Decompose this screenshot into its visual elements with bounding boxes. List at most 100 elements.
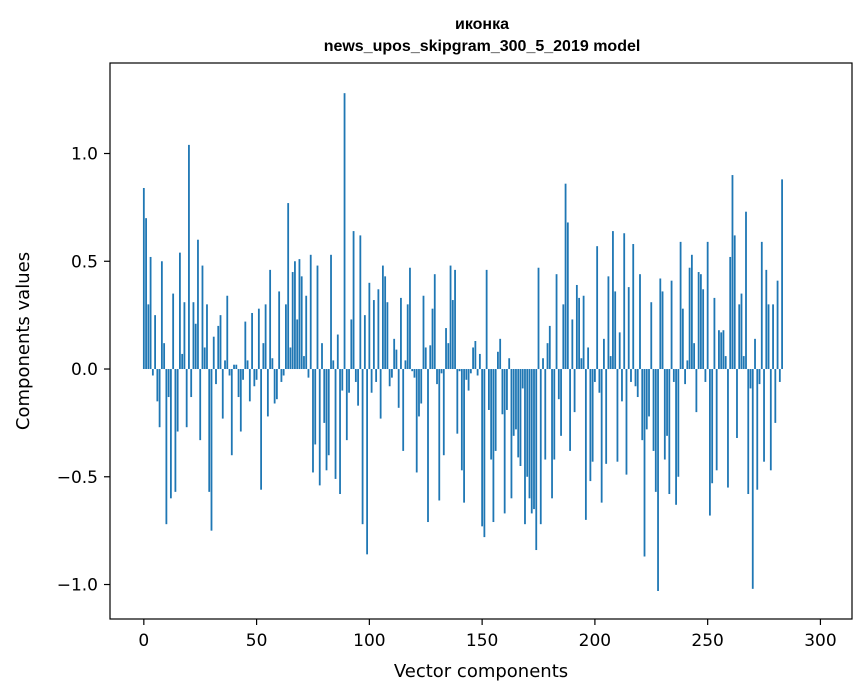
x-tick-label: 200 <box>579 631 611 651</box>
bar-4 <box>151 369 154 376</box>
bar-108 <box>386 302 389 370</box>
bar-265 <box>740 293 743 370</box>
bar-28 <box>206 304 208 370</box>
bar-124 <box>422 295 425 370</box>
bar-255 <box>718 330 720 370</box>
bar-123 <box>420 369 423 404</box>
bar-222 <box>643 369 646 557</box>
bar-181 <box>551 369 553 499</box>
x-tick-label: 150 <box>466 631 498 651</box>
bar-125 <box>424 347 427 370</box>
bar-218 <box>634 369 637 387</box>
bar-68 <box>296 319 299 370</box>
bar-211 <box>618 332 621 370</box>
bar-98 <box>363 315 366 370</box>
bar-242 <box>688 267 691 370</box>
bar-164 <box>512 369 515 436</box>
bar-100 <box>368 282 371 370</box>
bar-137 <box>451 300 454 370</box>
bar-213 <box>623 233 626 370</box>
bar-159 <box>501 369 504 415</box>
bar-45 <box>244 321 247 370</box>
bar-210 <box>616 369 619 462</box>
bar-223 <box>645 369 648 430</box>
bar-179 <box>546 343 549 370</box>
bar-203 <box>600 369 603 503</box>
bar-176 <box>539 369 542 525</box>
bar-256 <box>720 332 723 370</box>
bar-172 <box>530 369 533 514</box>
bar-24 <box>197 239 199 370</box>
bar-49 <box>253 369 256 387</box>
bar-94 <box>354 369 357 382</box>
bar-148 <box>476 369 479 376</box>
bar-6 <box>156 369 159 402</box>
bar-71 <box>303 356 305 370</box>
bar-151 <box>483 369 486 538</box>
bar-132 <box>440 369 443 374</box>
bar-270 <box>751 369 754 589</box>
bar-229 <box>659 278 662 370</box>
bar-189 <box>569 369 571 451</box>
bar-15 <box>176 369 179 432</box>
bar-130 <box>436 369 438 385</box>
bar-198 <box>589 369 592 482</box>
bar-3 <box>149 256 152 370</box>
bar-262 <box>733 235 736 370</box>
bar-76 <box>314 369 317 445</box>
bar-157 <box>497 351 499 370</box>
bar-268 <box>747 369 750 495</box>
bar-149 <box>478 353 481 370</box>
bar-271 <box>754 338 756 370</box>
bar-173 <box>533 369 535 510</box>
x-tick-label: 50 <box>246 631 268 651</box>
bar-249 <box>704 369 707 382</box>
bar-279 <box>772 304 774 370</box>
bar-75 <box>312 369 314 473</box>
bar-143 <box>465 369 468 380</box>
bar-178 <box>544 369 547 460</box>
bar-119 <box>411 369 414 372</box>
bar-87 <box>339 369 341 495</box>
bar-67 <box>294 261 296 370</box>
x-axis-label: Vector components <box>394 661 568 682</box>
bar-273 <box>758 369 761 385</box>
y-tick-label: −0.5 <box>57 468 98 488</box>
bar-192 <box>575 284 578 370</box>
bar-219 <box>636 369 639 398</box>
bar-134 <box>445 328 447 370</box>
bar-57 <box>271 358 274 370</box>
bar-221 <box>641 369 644 441</box>
bar-53 <box>262 343 265 370</box>
bar-19 <box>185 369 188 428</box>
bar-84 <box>332 360 335 370</box>
bar-147 <box>474 341 477 370</box>
bar-239 <box>681 308 684 370</box>
bar-0 <box>142 187 145 370</box>
bar-39 <box>230 369 233 456</box>
bar-165 <box>515 369 517 430</box>
bar-96 <box>359 235 362 370</box>
x-tick-label: 250 <box>691 631 723 651</box>
bar-251 <box>709 369 711 516</box>
bar-201 <box>596 246 599 370</box>
bar-61 <box>280 369 283 382</box>
bar-246 <box>697 272 700 370</box>
bar-269 <box>749 369 752 389</box>
bar-277 <box>767 304 770 370</box>
bar-184 <box>557 369 560 400</box>
bar-253 <box>713 297 716 370</box>
bar-103 <box>375 369 378 382</box>
bar-17 <box>181 353 184 370</box>
y-axis-label: Components values <box>13 252 34 430</box>
bar-97 <box>361 369 364 525</box>
bar-154 <box>490 369 493 460</box>
bar-95 <box>357 369 359 406</box>
bar-101 <box>370 369 373 393</box>
bar-16 <box>179 252 181 370</box>
bar-175 <box>537 267 540 370</box>
bar-233 <box>668 369 671 495</box>
bar-22 <box>192 302 195 370</box>
bar-231 <box>663 369 666 460</box>
bar-227 <box>654 369 657 492</box>
